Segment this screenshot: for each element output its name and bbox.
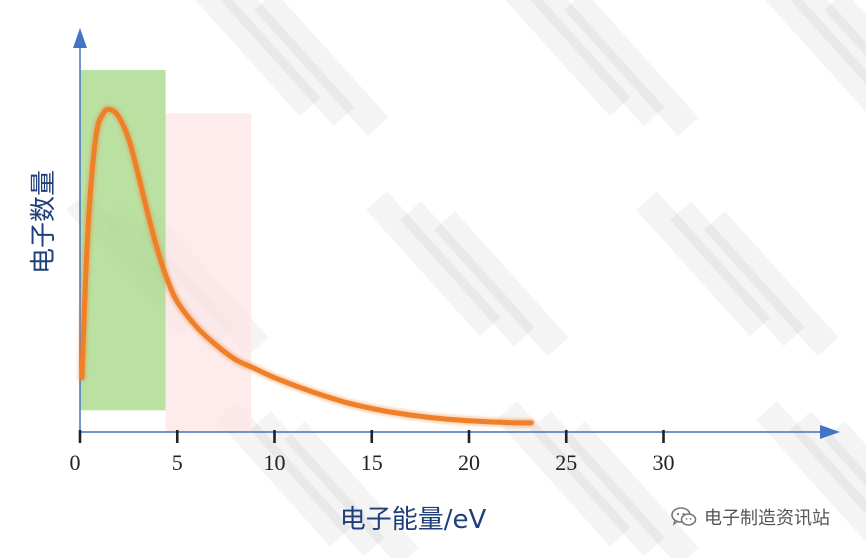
wechat-icon	[670, 506, 698, 528]
watermark-stripe	[756, 401, 866, 547]
x-axis-arrow	[820, 425, 840, 439]
watermark-stripe	[284, 421, 419, 558]
watermark-stripe	[254, 0, 389, 137]
x-axis-ticks: 0 5 10 15 20 25 30	[70, 430, 675, 475]
x-tick-label: 0	[70, 450, 81, 475]
watermark-stripe	[220, 0, 355, 127]
highlight-regions	[80, 70, 252, 432]
watermark-stripe	[216, 401, 351, 547]
watermark-stripe	[790, 0, 866, 127]
x-tick-label: 10	[264, 450, 286, 475]
x-tick-label: 5	[172, 450, 183, 475]
x-tick-label: 20	[458, 450, 480, 475]
highlight-region	[165, 113, 252, 432]
x-tick-label: 30	[653, 450, 675, 475]
watermark-stripe	[756, 0, 866, 117]
series-line	[79, 106, 534, 426]
watermark-stripe	[704, 211, 839, 357]
series-layer	[77, 104, 536, 428]
watermark-stripe	[530, 0, 665, 127]
watermark-stripe	[186, 0, 321, 117]
watermark-stripe	[636, 191, 771, 337]
x-tick-label: 25	[555, 450, 577, 475]
watermark-stripe	[564, 421, 699, 558]
y-axis-title: 电子数量	[29, 170, 59, 274]
watermark-stripe	[434, 211, 569, 357]
watermark-stripe	[564, 0, 699, 137]
watermark-stripe	[366, 191, 501, 337]
watermark-stripe	[250, 411, 385, 557]
x-tick-label: 15	[361, 450, 383, 475]
watermark-stripe	[530, 411, 665, 557]
watermark-stripe	[400, 201, 535, 347]
watermark-stripe	[496, 0, 631, 117]
watermark-stripe	[670, 201, 805, 347]
x-axis-title: 电子能量/eV	[340, 505, 487, 535]
watermark-stripe	[824, 421, 866, 558]
watermark-stripe	[496, 401, 631, 547]
credit: 电子制造资讯站	[670, 504, 830, 530]
credit-text: 电子制造资讯站	[704, 508, 830, 529]
watermark-stripe	[824, 0, 866, 137]
y-axis-arrow	[73, 28, 87, 48]
watermark-stripe	[790, 411, 866, 557]
